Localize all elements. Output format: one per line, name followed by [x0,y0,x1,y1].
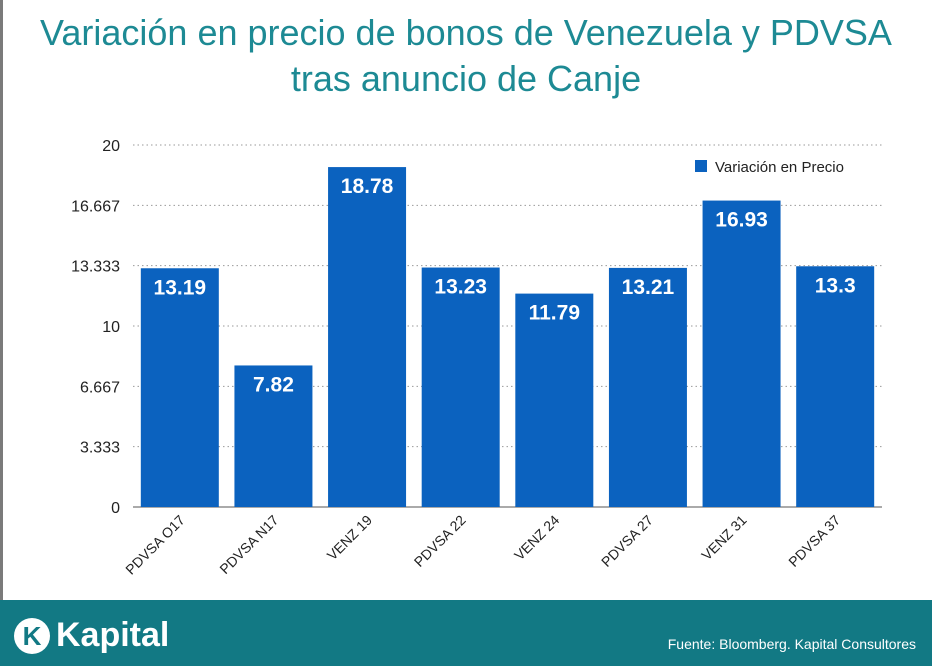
y-tick-label: 3.333 [80,440,120,457]
bar-data-label: 13.23 [434,276,487,299]
bar [140,268,219,507]
kapital-logo-icon: K [14,617,50,654]
source-note: Fuente: Bloomberg. Kapital Consultores [667,636,916,652]
chart-title-line-2: tras anuncio de Canje [290,58,642,99]
x-tick-label: PDVSA N17 [216,512,281,577]
x-tick-label: VENZ 19 [324,512,376,564]
bar [421,267,500,507]
bar [796,266,875,507]
y-tick-label: 16.667 [71,198,120,215]
bar-data-label: 13.19 [154,276,207,299]
chart-title: Variación en precio de bonos de Venezuel… [0,10,932,102]
legend-swatch [695,160,707,172]
y-tick-label: 6.667 [80,379,120,396]
bar [702,200,781,507]
kapital-logo: K Kapital [14,616,169,655]
x-tick-label: VENZ 31 [698,512,750,564]
kapital-logo-text: Kapital [56,616,170,654]
y-tick-label: 20 [102,138,120,155]
bar-chart: 0 3.333 6.667 10 13.333 16.667 20 13.19 PDVSA O1… [71,138,882,578]
bar [328,167,407,507]
kapital-logo-letter: K [22,620,42,651]
bar-data-label: 7.82 [253,373,294,396]
left-frame-border [0,0,3,600]
bar-data-label: 16.93 [715,209,768,232]
x-tick-label: PDVSA O17 [122,512,188,578]
x-tick-label: PDVSA 37 [785,512,843,570]
bar-data-label: 13.3 [815,274,856,297]
bar-data-label: 13.21 [622,276,675,299]
bar [608,267,687,507]
bar [515,293,594,507]
x-tick-label: PDVSA 22 [411,512,469,570]
y-tick-label: 0 [111,500,120,517]
footer-bar: K Kapital Fuente: Bloomberg. Kapital Con… [0,600,932,666]
x-tick-label: PDVSA 27 [598,512,656,570]
bar-data-label: 11.79 [529,302,580,325]
x-tick-label: VENZ 24 [511,512,563,564]
bar-data-label: 18.78 [341,175,394,198]
chart-title-line-1: Variación en precio de bonos de Venezuel… [40,12,892,53]
y-tick-label: 13.333 [71,259,120,276]
legend-label: Variación en Precio [715,159,844,176]
bar [234,365,313,507]
y-tick-label: 10 [102,319,120,336]
